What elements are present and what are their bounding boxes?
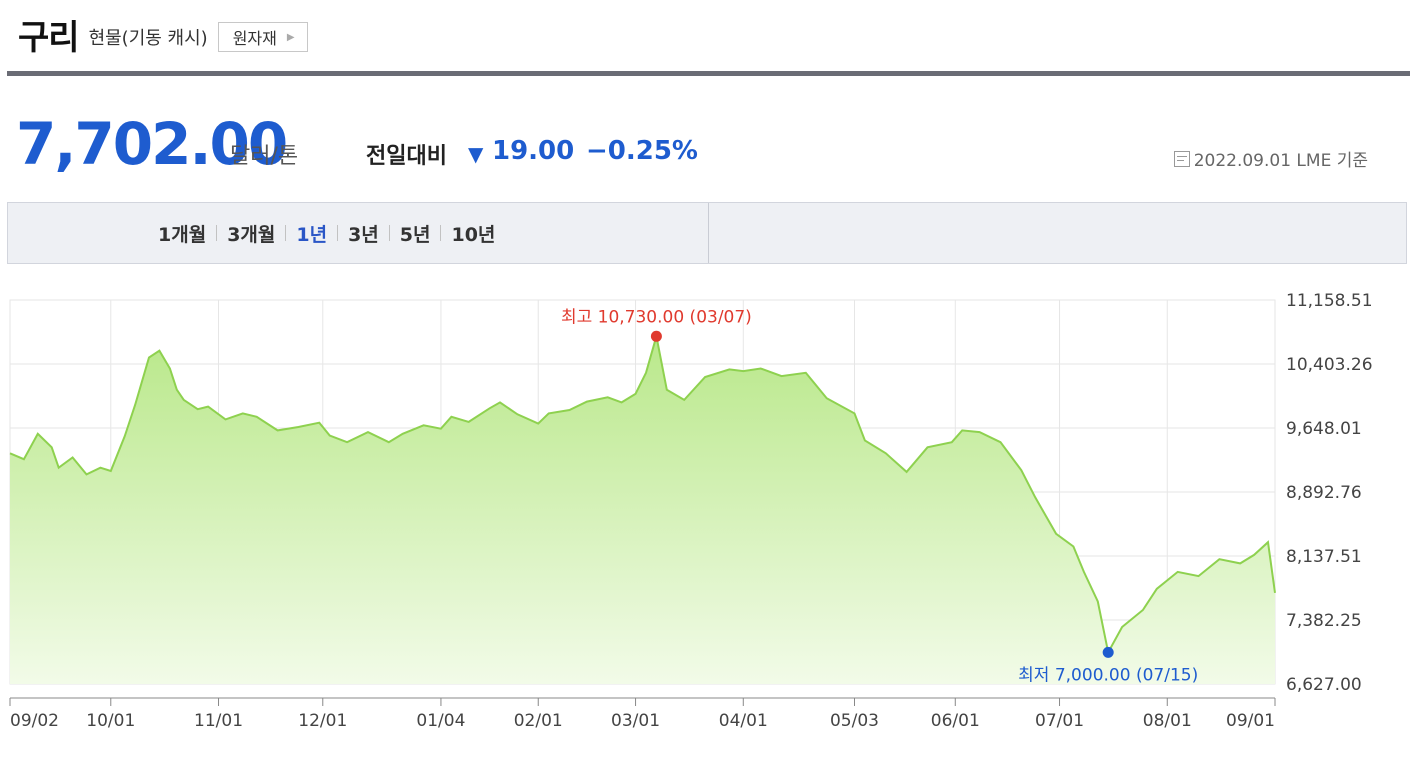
- x-tick-label: 04/01: [719, 711, 768, 731]
- low-label: 최저 7,000.00 (07/15): [1018, 665, 1198, 685]
- tab-separator: [337, 225, 339, 241]
- period-tabs: 1개월 3개월 1년 3년 5년 10년: [7, 202, 1407, 264]
- category-button-label: 원자재: [232, 29, 277, 48]
- tab-separator: [388, 225, 390, 241]
- y-tick-label: 10,403.26: [1286, 355, 1373, 375]
- commodity-name: 구리: [18, 17, 80, 58]
- header-divider: [7, 71, 1410, 76]
- x-tick-label: 07/01: [1035, 711, 1084, 731]
- x-tick-label: 10/01: [86, 711, 135, 731]
- x-tick-label: 09/02: [10, 711, 59, 731]
- period-tab[interactable]: 1개월: [158, 223, 207, 246]
- x-tick-label: 12/01: [298, 711, 347, 731]
- x-tick-label: 09/01: [1226, 711, 1275, 731]
- period-tab[interactable]: 3개월: [227, 223, 276, 246]
- change-value: 19.00: [492, 136, 575, 166]
- category-button[interactable]: 원자재 ▶: [217, 22, 308, 52]
- x-tick-label: 01/04: [416, 711, 465, 731]
- price-unit: 달러/톤: [230, 144, 299, 169]
- low-marker: [1102, 646, 1114, 658]
- price-chart: 11,158.51 10,403.26 9,648.01 8,892.76 8,137.…: [9, 291, 1373, 731]
- compare-label: 전일대비: [366, 144, 447, 169]
- change-percent: −0.25%: [586, 136, 698, 166]
- y-tick-label: 8,137.51: [1286, 547, 1362, 567]
- y-tick-label: 8,892.76: [1286, 483, 1362, 503]
- x-tick-label: 08/01: [1143, 711, 1192, 731]
- period-tab[interactable]: 3년: [348, 223, 379, 246]
- y-tick-label: 11,158.51: [1286, 291, 1373, 311]
- period-tab[interactable]: 1년: [296, 223, 328, 246]
- y-tick-label: 7,382.25: [1286, 611, 1362, 631]
- as-of-text: 2022.09.01 LME 기준: [1193, 151, 1368, 171]
- y-tick-label: 6,627.00: [1286, 675, 1362, 695]
- tab-separator: [440, 225, 442, 241]
- x-tick-label: 03/01: [611, 711, 660, 731]
- header: 구리 현물(기동 캐시) 원자재 ▶: [18, 8, 308, 60]
- commodity-subtitle: 현물(기동 캐시): [88, 28, 208, 49]
- tabs-divider: [708, 203, 709, 263]
- chevron-right-icon: ▶: [286, 31, 295, 43]
- y-tick-label: 9,648.01: [1286, 419, 1362, 439]
- high-marker: [650, 330, 662, 342]
- current-price: 7,702.00: [16, 110, 288, 178]
- x-tick-label: 05/03: [830, 711, 879, 731]
- price-line: [9, 336, 1276, 656]
- tab-separator: [285, 225, 287, 241]
- price-area: [10, 336, 1275, 684]
- down-triangle-icon: ▼: [468, 142, 484, 166]
- period-tab[interactable]: 5년: [399, 223, 431, 246]
- as-of-date: 2022.09.01 LME 기준: [1173, 146, 1368, 171]
- x-tick-label: 06/01: [931, 711, 980, 731]
- x-tick-label: 02/01: [514, 711, 563, 731]
- x-tick-label: 11/01: [194, 711, 243, 731]
- period-tab[interactable]: 10년: [451, 223, 496, 246]
- calendar-icon: [1173, 150, 1190, 167]
- period-tab-list: 1개월 3개월 1년 3년 5년 10년: [148, 203, 505, 263]
- high-label: 최고 10,730.00 (03/07): [561, 307, 752, 327]
- tab-separator: [216, 225, 218, 241]
